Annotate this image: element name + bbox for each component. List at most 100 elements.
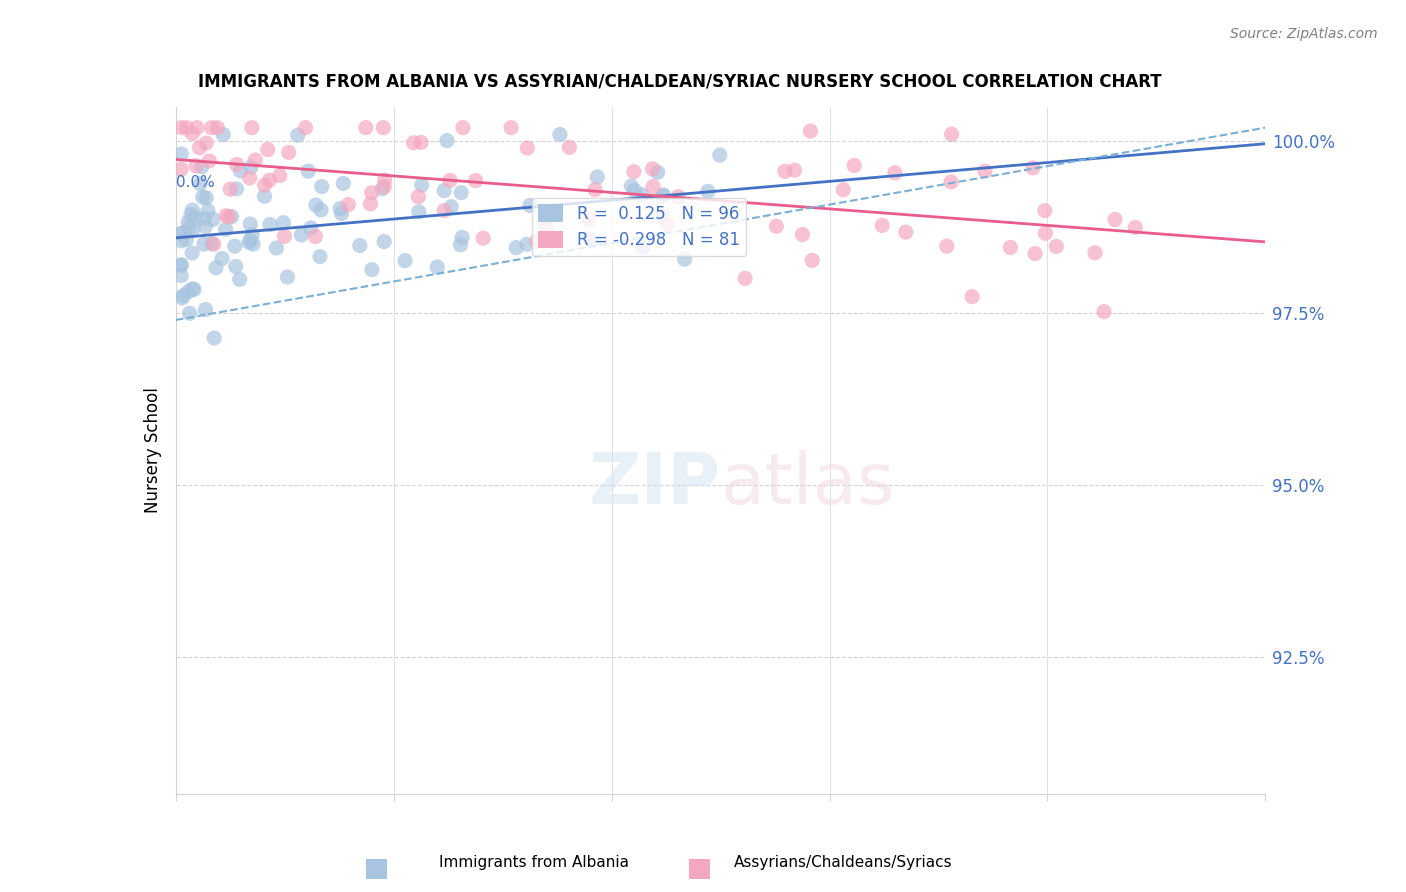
Assyrians/Chaldeans/Syriacs — [643, 179, 665, 194]
Immigrants from Albania — [287, 128, 309, 143]
Immigrants from Albania — [266, 241, 288, 255]
Immigrants from Albania — [332, 177, 354, 191]
Assyrians/Chaldeans/Syriacs — [1035, 226, 1057, 240]
Immigrants from Albania — [197, 203, 219, 218]
Assyrians/Chaldeans/Syriacs — [666, 190, 689, 204]
Immigrants from Albania — [228, 272, 250, 286]
Immigrants from Albania — [193, 237, 215, 252]
Immigrants from Albania — [651, 209, 673, 223]
Assyrians/Chaldeans/Syriacs — [181, 127, 204, 141]
Immigrants from Albania — [188, 177, 211, 191]
Immigrants from Albania — [242, 237, 264, 252]
Immigrants from Albania — [299, 220, 322, 235]
Assyrians/Chaldeans/Syriacs — [256, 143, 278, 157]
Immigrants from Albania — [394, 253, 416, 268]
Immigrants from Albania — [709, 148, 731, 162]
Immigrants from Albania — [181, 202, 204, 217]
Immigrants from Albania — [631, 187, 654, 202]
Assyrians/Chaldeans/Syriacs — [373, 179, 395, 194]
Assyrians/Chaldeans/Syriacs — [245, 153, 267, 167]
Immigrants from Albania — [361, 262, 384, 277]
Immigrants from Albania — [239, 234, 262, 248]
Immigrants from Albania — [579, 232, 602, 246]
Immigrants from Albania — [697, 185, 720, 199]
Immigrants from Albania — [450, 186, 472, 200]
Assyrians/Chaldeans/Syriacs — [259, 173, 281, 187]
Assyrians/Chaldeans/Syriacs — [188, 141, 211, 155]
Immigrants from Albania — [305, 198, 328, 212]
Assyrians/Chaldeans/Syriacs — [374, 173, 396, 187]
Immigrants from Albania — [440, 200, 463, 214]
Assyrians/Chaldeans/Syriacs — [935, 239, 957, 253]
Immigrants from Albania — [193, 211, 215, 226]
Assyrians/Chaldeans/Syriacs — [218, 210, 240, 224]
Immigrants from Albania — [170, 147, 193, 161]
Immigrants from Albania — [225, 260, 247, 274]
Assyrians/Chaldeans/Syriacs — [294, 120, 316, 135]
Immigrants from Albania — [214, 222, 236, 236]
Immigrants from Albania — [181, 282, 204, 296]
Legend: R =  0.125   N = 96, R = -0.298   N = 81: R = 0.125 N = 96, R = -0.298 N = 81 — [531, 198, 747, 256]
Immigrants from Albania — [201, 236, 224, 251]
Assyrians/Chaldeans/Syriacs — [1092, 304, 1115, 318]
Immigrants from Albania — [436, 134, 458, 148]
Immigrants from Albania — [673, 252, 696, 267]
Immigrants from Albania — [173, 226, 195, 240]
Immigrants from Albania — [620, 179, 643, 194]
Immigrants from Albania — [623, 183, 645, 197]
Assyrians/Chaldeans/Syriacs — [186, 120, 208, 135]
Assyrians/Chaldeans/Syriacs — [941, 127, 963, 141]
Assyrians/Chaldeans/Syriacs — [304, 229, 326, 244]
Assyrians/Chaldeans/Syriacs — [402, 136, 425, 150]
Assyrians/Chaldeans/Syriacs — [373, 120, 395, 135]
Assyrians/Chaldeans/Syriacs — [170, 120, 193, 135]
Immigrants from Albania — [191, 190, 214, 204]
Assyrians/Chaldeans/Syriacs — [198, 153, 221, 168]
Immigrants from Albania — [426, 260, 449, 274]
Assyrians/Chaldeans/Syriacs — [583, 183, 606, 197]
Assyrians/Chaldeans/Syriacs — [433, 203, 456, 218]
Immigrants from Albania — [202, 212, 225, 227]
Immigrants from Albania — [276, 270, 298, 285]
Immigrants from Albania — [179, 220, 201, 235]
Assyrians/Chaldeans/Syriacs — [1045, 239, 1067, 253]
Assyrians/Chaldeans/Syriacs — [253, 178, 276, 193]
Assyrians/Chaldeans/Syriacs — [894, 225, 917, 239]
Immigrants from Albania — [224, 239, 246, 253]
Immigrants from Albania — [548, 128, 571, 142]
Immigrants from Albania — [202, 331, 225, 345]
Immigrants from Albania — [195, 191, 218, 205]
Immigrants from Albania — [177, 285, 200, 299]
Assyrians/Chaldeans/Syriacs — [655, 217, 678, 231]
Immigrants from Albania — [652, 188, 675, 202]
Assyrians/Chaldeans/Syriacs — [184, 159, 207, 173]
Immigrants from Albania — [170, 258, 193, 272]
Immigrants from Albania — [172, 288, 194, 302]
Assyrians/Chaldeans/Syriacs — [215, 209, 238, 223]
Immigrants from Albania — [212, 128, 235, 142]
Assyrians/Chaldeans/Syriacs — [439, 173, 461, 187]
Immigrants from Albania — [240, 227, 263, 242]
Immigrants from Albania — [519, 198, 541, 212]
Assyrians/Chaldeans/Syriacs — [240, 120, 263, 135]
Immigrants from Albania — [172, 291, 194, 305]
Immigrants from Albania — [225, 182, 247, 196]
Assyrians/Chaldeans/Syriacs — [225, 157, 247, 171]
Immigrants from Albania — [170, 226, 193, 240]
Immigrants from Albania — [297, 164, 319, 178]
Immigrants from Albania — [631, 240, 654, 254]
Assyrians/Chaldeans/Syriacs — [354, 120, 377, 135]
Immigrants from Albania — [176, 232, 198, 246]
Immigrants from Albania — [238, 235, 260, 250]
Text: atlas: atlas — [721, 450, 896, 519]
Assyrians/Chaldeans/Syriacs — [516, 141, 538, 155]
Immigrants from Albania — [211, 252, 233, 266]
Immigrants from Albania — [349, 238, 371, 252]
Immigrants from Albania — [651, 188, 673, 202]
Assyrians/Chaldeans/Syriacs — [883, 166, 905, 180]
Assyrians/Chaldeans/Syriacs — [201, 120, 224, 135]
Assyrians/Chaldeans/Syriacs — [411, 136, 433, 150]
Immigrants from Albania — [181, 246, 204, 260]
Immigrants from Albania — [190, 160, 212, 174]
Assyrians/Chaldeans/Syriacs — [773, 164, 796, 178]
